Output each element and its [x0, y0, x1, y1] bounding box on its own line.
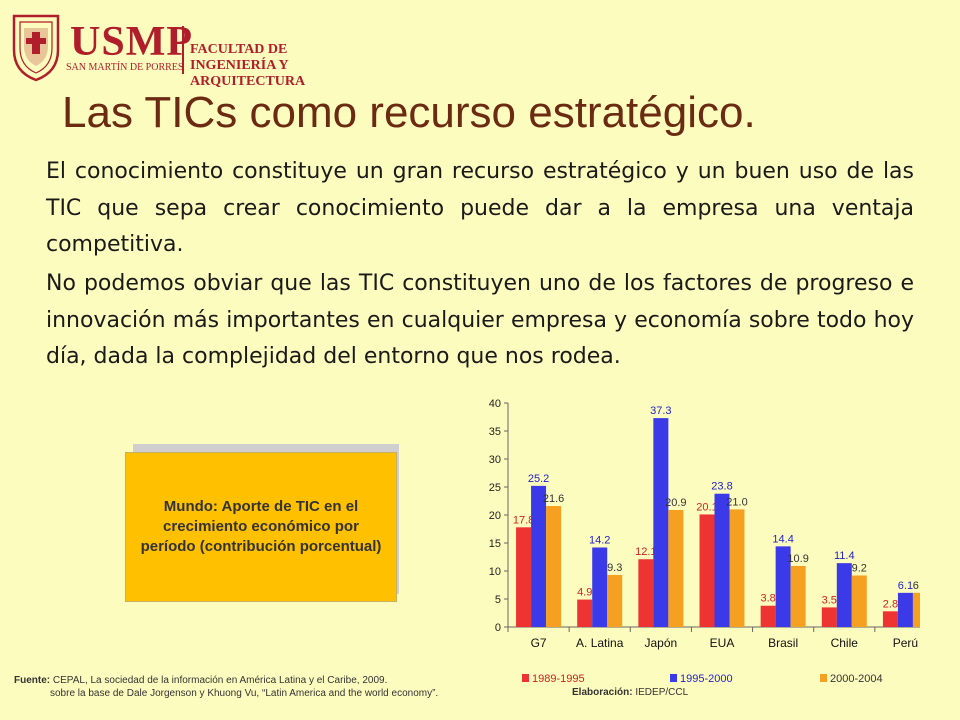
y-tick-label: 25 — [489, 482, 501, 494]
data-label: 3.5 — [822, 594, 837, 606]
category-label: A. Latina — [576, 636, 624, 650]
data-label: 17.8 — [513, 514, 534, 526]
data-label: 37.3 — [650, 405, 671, 417]
bar-1989-1995 — [760, 605, 776, 627]
source-note: Fuente: CEPAL, La sociedad de la informa… — [14, 674, 438, 700]
bar-1995-2000 — [592, 547, 608, 627]
y-tick-label: 40 — [489, 398, 501, 410]
bar-1989-1995 — [821, 607, 837, 627]
source-line-2: sobre la base de Dale Jorgenson y Khuong… — [50, 688, 439, 699]
category-label: Chile — [831, 636, 859, 650]
slide-title: Las TICs como recurso estratégico. — [62, 88, 756, 137]
bar-2000-2004 — [851, 575, 867, 627]
source-label: Fuente: — [14, 675, 51, 686]
data-label: 14.4 — [772, 533, 793, 545]
y-tick-label: 5 — [495, 594, 501, 606]
credit-label: Elaboración: — [572, 687, 633, 698]
faculty-line-1: FACULTAD DE — [190, 42, 288, 57]
chart-caption-box: Mundo: Aporte de TIC en el crecimiento e… — [125, 452, 397, 602]
legend-swatch — [670, 674, 677, 682]
data-label: 12.1 — [635, 546, 656, 558]
data-label: 10.9 — [787, 553, 808, 565]
data-label: 11.4 — [834, 550, 855, 562]
bar-1989-1995 — [699, 514, 715, 627]
bar-1989-1995 — [516, 527, 532, 627]
paragraph-progress: No podemos obviar que las TIC constituye… — [46, 271, 914, 369]
legend-swatch — [820, 674, 827, 682]
y-tick-label: 20 — [489, 510, 501, 522]
legend-label: 1989-1995 — [532, 673, 585, 685]
bar-2000-2004 — [546, 506, 562, 627]
data-label: 21.0 — [726, 496, 747, 508]
logo-subname: SAN MARTÍN DE PORRES — [66, 62, 184, 73]
data-label: 9.2 — [852, 562, 867, 574]
bar-2000-2004 — [790, 565, 806, 627]
legend-swatch — [522, 674, 529, 682]
faculty-line-2: INGENIERÍA Y ARQUITECTURA — [190, 58, 306, 89]
logo-wordmark: USMP — [70, 19, 193, 65]
source-line-1: CEPAL, La sociedad de la información en … — [52, 675, 388, 686]
category-label: EUA — [710, 636, 735, 650]
bar-1995-2000 — [775, 546, 791, 627]
bar-1995-2000 — [714, 493, 730, 627]
legend-label: 1995-2000 — [680, 673, 733, 685]
bar-2000-2004 — [668, 509, 684, 627]
data-label: 4.9 — [577, 587, 592, 599]
legend-label: 2000-2004 — [830, 673, 883, 685]
faculty-name: FACULTAD DE INGENIERÍA Y ARQUITECTURA — [190, 42, 366, 90]
bar-2000-2004 — [607, 574, 623, 627]
logo-divider — [182, 26, 184, 74]
bar-1989-1995 — [882, 611, 898, 627]
data-label: 20.9 — [665, 497, 686, 509]
data-label: 6.1 — [913, 580, 920, 592]
data-label: 6.1 — [898, 580, 913, 592]
bar-1989-1995 — [638, 559, 654, 627]
data-label: 20.1 — [696, 501, 717, 513]
category-label: Perú — [893, 636, 918, 650]
credit-value: IEDEP/CCL — [635, 687, 689, 698]
data-label: 3.8 — [760, 593, 775, 605]
bar-1995-2000 — [531, 485, 547, 627]
data-label: 25.2 — [528, 473, 549, 485]
bar-2000-2004 — [912, 592, 920, 627]
category-label: Brasil — [768, 636, 798, 650]
usmp-logo: USMP SAN MARTÍN DE PORRES FACULTAD DE IN… — [6, 4, 366, 89]
credit-note: Elaboración: IEDEP/CCL — [572, 687, 688, 698]
tic-contribution-bar-chart: 0 5 10 15 20 25 30 35 40 17.8 25.2 21.6 G7 4.9 14.2 9.3… — [489, 398, 920, 685]
category-label: Japón — [645, 636, 678, 650]
y-tick-label: 10 — [489, 566, 501, 578]
y-tick-label: 30 — [489, 454, 501, 466]
category-label: G7 — [531, 636, 547, 650]
bar-1995-2000 — [897, 592, 913, 627]
bar-1995-2000 — [836, 563, 852, 627]
data-label: 21.6 — [543, 493, 564, 505]
university-shield-icon — [12, 14, 60, 82]
y-tick-label: 15 — [489, 538, 501, 550]
data-label: 14.2 — [589, 534, 610, 546]
data-label: 2.8 — [883, 598, 898, 610]
bar-2000-2004 — [729, 509, 745, 627]
paragraph-knowledge: El conocimiento constituye un gran recur… — [46, 159, 914, 257]
bar-1995-2000 — [653, 418, 669, 627]
y-tick-label: 35 — [489, 426, 501, 438]
bar-1989-1995 — [577, 599, 593, 627]
data-label: 9.3 — [607, 562, 622, 574]
y-tick-label: 0 — [495, 622, 501, 634]
data-label: 23.8 — [711, 481, 732, 493]
